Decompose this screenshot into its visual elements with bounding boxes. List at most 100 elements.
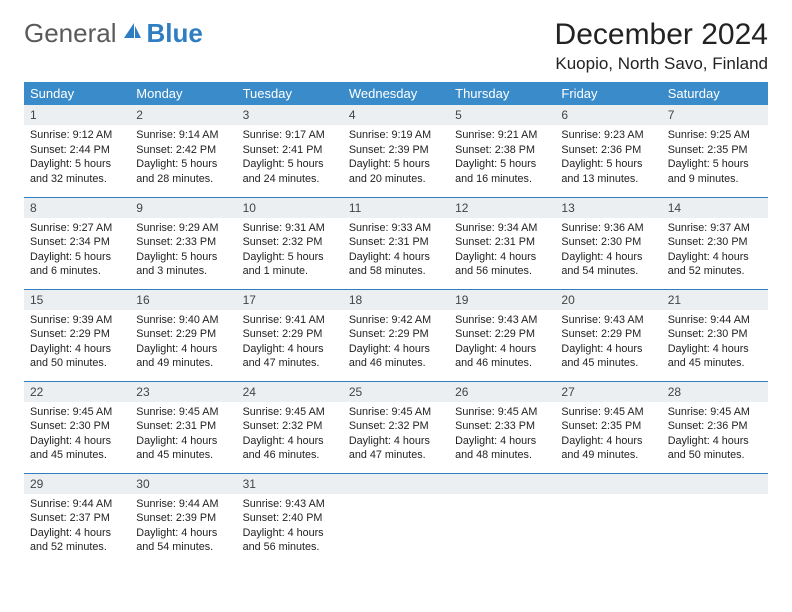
day-number: 10 — [237, 198, 343, 218]
day-details: Sunrise: 9:44 AMSunset: 2:30 PMDaylight:… — [662, 310, 768, 377]
day-number: 30 — [130, 474, 236, 494]
calendar-day-cell: 27Sunrise: 9:45 AMSunset: 2:35 PMDayligh… — [555, 381, 661, 473]
calendar-day-cell: 7Sunrise: 9:25 AMSunset: 2:35 PMDaylight… — [662, 105, 768, 197]
day-number: 29 — [24, 474, 130, 494]
day-number: 23 — [130, 382, 236, 402]
calendar-day-cell: 2Sunrise: 9:14 AMSunset: 2:42 PMDaylight… — [130, 105, 236, 197]
day-details: Sunrise: 9:29 AMSunset: 2:33 PMDaylight:… — [130, 218, 236, 285]
day-details: Sunrise: 9:19 AMSunset: 2:39 PMDaylight:… — [343, 125, 449, 192]
day-details: Sunrise: 9:40 AMSunset: 2:29 PMDaylight:… — [130, 310, 236, 377]
calendar-table: SundayMondayTuesdayWednesdayThursdayFrid… — [24, 82, 768, 565]
day-details: Sunrise: 9:41 AMSunset: 2:29 PMDaylight:… — [237, 310, 343, 377]
calendar-day-cell: 29Sunrise: 9:44 AMSunset: 2:37 PMDayligh… — [24, 473, 130, 565]
calendar-day-cell: 14Sunrise: 9:37 AMSunset: 2:30 PMDayligh… — [662, 197, 768, 289]
calendar-day-cell: 20Sunrise: 9:43 AMSunset: 2:29 PMDayligh… — [555, 289, 661, 381]
calendar-day-cell: 9Sunrise: 9:29 AMSunset: 2:33 PMDaylight… — [130, 197, 236, 289]
calendar-day-cell: 19Sunrise: 9:43 AMSunset: 2:29 PMDayligh… — [449, 289, 555, 381]
day-number: 6 — [555, 105, 661, 125]
day-details: Sunrise: 9:43 AMSunset: 2:29 PMDaylight:… — [449, 310, 555, 377]
day-details: Sunrise: 9:27 AMSunset: 2:34 PMDaylight:… — [24, 218, 130, 285]
day-number: 18 — [343, 290, 449, 310]
weekday-header: Wednesday — [343, 82, 449, 105]
calendar-day-cell: 23Sunrise: 9:45 AMSunset: 2:31 PMDayligh… — [130, 381, 236, 473]
day-number: 2 — [130, 105, 236, 125]
location-text: Kuopio, North Savo, Finland — [555, 54, 768, 74]
weekday-header: Friday — [555, 82, 661, 105]
weekday-header: Sunday — [24, 82, 130, 105]
calendar-day-cell: 26Sunrise: 9:45 AMSunset: 2:33 PMDayligh… — [449, 381, 555, 473]
day-details: Sunrise: 9:44 AMSunset: 2:37 PMDaylight:… — [24, 494, 130, 561]
weekday-header: Monday — [130, 82, 236, 105]
calendar-day-cell: 30Sunrise: 9:44 AMSunset: 2:39 PMDayligh… — [130, 473, 236, 565]
weekday-header: Tuesday — [237, 82, 343, 105]
calendar-week-row: 15Sunrise: 9:39 AMSunset: 2:29 PMDayligh… — [24, 289, 768, 381]
calendar-day-cell: 28Sunrise: 9:45 AMSunset: 2:36 PMDayligh… — [662, 381, 768, 473]
day-details — [449, 494, 555, 503]
calendar-week-row: 29Sunrise: 9:44 AMSunset: 2:37 PMDayligh… — [24, 473, 768, 565]
weekday-header: Saturday — [662, 82, 768, 105]
day-number: 8 — [24, 198, 130, 218]
day-number — [662, 474, 768, 494]
header: General Blue December 2024 Kuopio, North… — [24, 18, 768, 74]
day-number: 16 — [130, 290, 236, 310]
day-number: 27 — [555, 382, 661, 402]
logo-text-blue: Blue — [147, 18, 203, 49]
calendar-day-cell: 1Sunrise: 9:12 AMSunset: 2:44 PMDaylight… — [24, 105, 130, 197]
calendar-week-row: 22Sunrise: 9:45 AMSunset: 2:30 PMDayligh… — [24, 381, 768, 473]
calendar-day-cell — [343, 473, 449, 565]
day-details: Sunrise: 9:17 AMSunset: 2:41 PMDaylight:… — [237, 125, 343, 192]
calendar-day-cell: 18Sunrise: 9:42 AMSunset: 2:29 PMDayligh… — [343, 289, 449, 381]
logo: General Blue — [24, 18, 203, 49]
calendar-week-row: 1Sunrise: 9:12 AMSunset: 2:44 PMDaylight… — [24, 105, 768, 197]
calendar-day-cell: 4Sunrise: 9:19 AMSunset: 2:39 PMDaylight… — [343, 105, 449, 197]
day-number: 5 — [449, 105, 555, 125]
logo-sail-icon — [121, 18, 143, 49]
day-number: 14 — [662, 198, 768, 218]
day-details: Sunrise: 9:45 AMSunset: 2:30 PMDaylight:… — [24, 402, 130, 469]
day-number: 3 — [237, 105, 343, 125]
calendar-day-cell — [555, 473, 661, 565]
day-details: Sunrise: 9:45 AMSunset: 2:32 PMDaylight:… — [343, 402, 449, 469]
day-details: Sunrise: 9:34 AMSunset: 2:31 PMDaylight:… — [449, 218, 555, 285]
month-title: December 2024 — [555, 18, 768, 52]
day-number: 11 — [343, 198, 449, 218]
calendar-day-cell — [662, 473, 768, 565]
calendar-day-cell: 24Sunrise: 9:45 AMSunset: 2:32 PMDayligh… — [237, 381, 343, 473]
day-details: Sunrise: 9:45 AMSunset: 2:31 PMDaylight:… — [130, 402, 236, 469]
day-details: Sunrise: 9:37 AMSunset: 2:30 PMDaylight:… — [662, 218, 768, 285]
title-block: December 2024 Kuopio, North Savo, Finlan… — [555, 18, 768, 74]
calendar-day-cell: 10Sunrise: 9:31 AMSunset: 2:32 PMDayligh… — [237, 197, 343, 289]
day-number: 26 — [449, 382, 555, 402]
day-number: 25 — [343, 382, 449, 402]
day-details: Sunrise: 9:39 AMSunset: 2:29 PMDaylight:… — [24, 310, 130, 377]
day-details: Sunrise: 9:23 AMSunset: 2:36 PMDaylight:… — [555, 125, 661, 192]
day-number: 21 — [662, 290, 768, 310]
day-number: 12 — [449, 198, 555, 218]
day-details: Sunrise: 9:44 AMSunset: 2:39 PMDaylight:… — [130, 494, 236, 561]
day-number: 15 — [24, 290, 130, 310]
day-details — [343, 494, 449, 503]
logo-text-general: General — [24, 18, 117, 49]
calendar-day-cell: 3Sunrise: 9:17 AMSunset: 2:41 PMDaylight… — [237, 105, 343, 197]
day-number: 7 — [662, 105, 768, 125]
day-details: Sunrise: 9:36 AMSunset: 2:30 PMDaylight:… — [555, 218, 661, 285]
day-number: 1 — [24, 105, 130, 125]
day-number: 31 — [237, 474, 343, 494]
day-details — [555, 494, 661, 503]
calendar-day-cell: 25Sunrise: 9:45 AMSunset: 2:32 PMDayligh… — [343, 381, 449, 473]
day-number: 19 — [449, 290, 555, 310]
day-details: Sunrise: 9:42 AMSunset: 2:29 PMDaylight:… — [343, 310, 449, 377]
day-details: Sunrise: 9:45 AMSunset: 2:32 PMDaylight:… — [237, 402, 343, 469]
calendar-day-cell: 12Sunrise: 9:34 AMSunset: 2:31 PMDayligh… — [449, 197, 555, 289]
calendar-day-cell: 17Sunrise: 9:41 AMSunset: 2:29 PMDayligh… — [237, 289, 343, 381]
calendar-day-cell: 16Sunrise: 9:40 AMSunset: 2:29 PMDayligh… — [130, 289, 236, 381]
calendar-day-cell: 8Sunrise: 9:27 AMSunset: 2:34 PMDaylight… — [24, 197, 130, 289]
day-details: Sunrise: 9:21 AMSunset: 2:38 PMDaylight:… — [449, 125, 555, 192]
day-details: Sunrise: 9:43 AMSunset: 2:40 PMDaylight:… — [237, 494, 343, 561]
day-number — [343, 474, 449, 494]
day-details: Sunrise: 9:31 AMSunset: 2:32 PMDaylight:… — [237, 218, 343, 285]
day-number: 17 — [237, 290, 343, 310]
day-number: 13 — [555, 198, 661, 218]
calendar-day-cell: 13Sunrise: 9:36 AMSunset: 2:30 PMDayligh… — [555, 197, 661, 289]
weekday-header: Thursday — [449, 82, 555, 105]
